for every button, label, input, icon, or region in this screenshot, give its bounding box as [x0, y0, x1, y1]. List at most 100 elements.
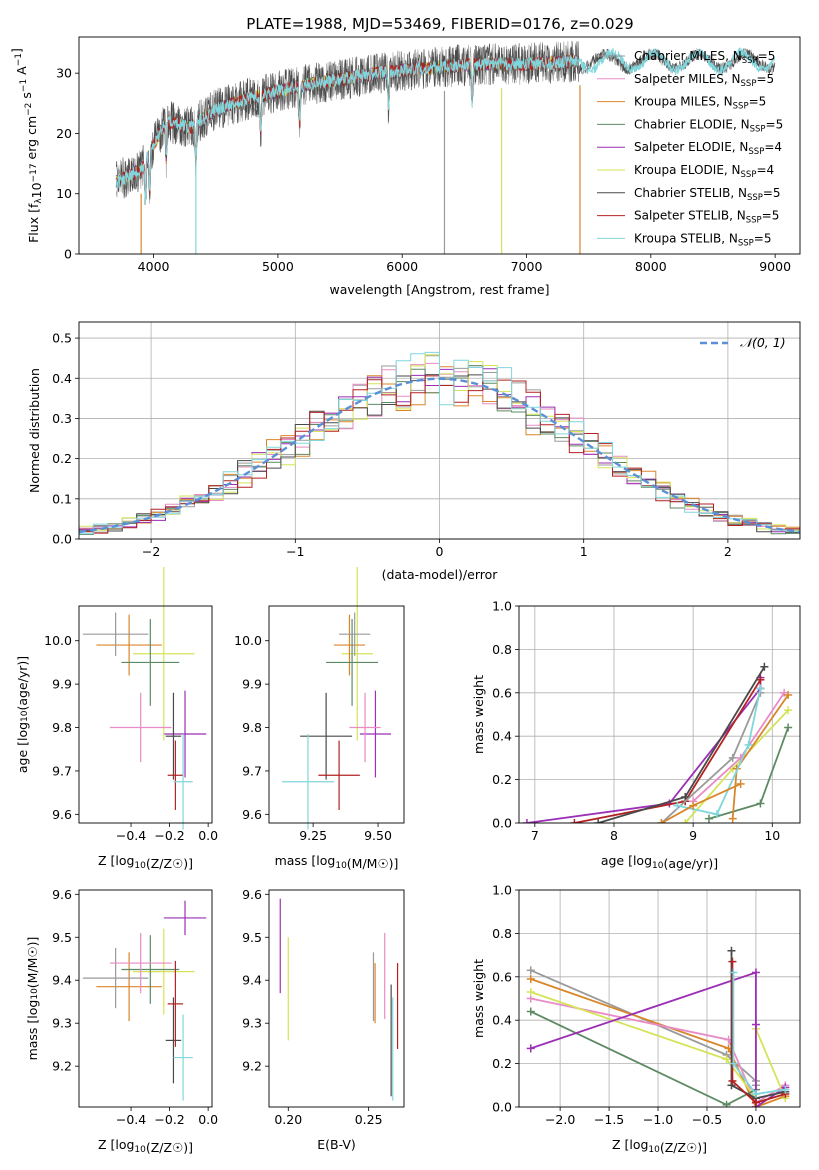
- weight-series: [677, 688, 762, 816]
- y-tick-label: 10.0: [44, 633, 72, 648]
- y-tick-label: 0.0: [492, 1100, 512, 1115]
- x-tick-label: 0.0: [746, 1112, 766, 1127]
- legend-label: Kroupa ELODIE, NSSP=4: [634, 163, 774, 180]
- y-tick-label: 0.2: [492, 772, 512, 787]
- legend-label: Chabrier MILES, NSSP=5: [634, 49, 775, 66]
- x-axis-label: age [log10(age/yr)]: [601, 853, 718, 871]
- y-tick-label: 0.4: [492, 729, 512, 744]
- y-axis-label: age [log10(age/yr)]: [15, 656, 30, 773]
- y-tick-label: 9.5: [52, 930, 72, 945]
- spectrum-group: [115, 40, 776, 254]
- y-tick-label: 30: [56, 66, 72, 81]
- y-tick-label: 0.4: [52, 371, 72, 386]
- legend-label: Chabrier STELIB, NSSP=5: [634, 186, 781, 203]
- x-axis-label: (data-model)/error: [382, 567, 499, 582]
- x-tick-label: 7: [531, 828, 539, 843]
- legend-label: Salpeter STELIB, NSSP=5: [634, 209, 779, 226]
- y-tick-label: 9.6: [52, 887, 72, 902]
- y-tick-label: 0.4: [492, 1013, 512, 1028]
- y-tick-label: 0.0: [52, 532, 72, 547]
- weight-series: [530, 978, 786, 1107]
- weight-series: [731, 961, 786, 1104]
- legend-label: Kroupa STELIB, NSSP=5: [634, 231, 772, 248]
- y-tick-label: 0.2: [492, 1056, 512, 1071]
- y-tick-label: 9.3: [52, 1016, 72, 1031]
- y-tick-label: 9.7: [52, 763, 72, 778]
- y-axis-label: Normed distribution: [27, 368, 42, 493]
- x-tick-label: 9000: [759, 259, 791, 274]
- x-tick-label: 0: [436, 544, 444, 559]
- y-axis-label: Flux [fλ10−17 erg cm−2 s−1 A−1]: [9, 48, 44, 243]
- legend-label: Salpeter MILES, NSSP=5: [634, 72, 774, 89]
- y-axis-label: mass [log10(M/M☉)]: [25, 937, 40, 1061]
- y-tick-label: 9.9: [242, 677, 262, 692]
- y-tick-label: 9.8: [52, 720, 72, 735]
- x-axis-label: Z [log10(Z/Z☉)]: [98, 853, 193, 871]
- x-tick-label: 7000: [511, 259, 543, 274]
- x-tick-label: −0.4: [116, 1112, 146, 1127]
- x-tick-label: 8000: [635, 259, 667, 274]
- y-tick-label: 9.6: [52, 807, 72, 822]
- axes-frame: [78, 889, 213, 1108]
- y-tick-label: 0.1: [52, 491, 72, 506]
- x-axis-label: Z [log10(Z/Z☉)]: [98, 1137, 193, 1155]
- y-tick-label: 9.4: [242, 973, 262, 988]
- weight-series: [526, 677, 762, 823]
- legend-label: Salpeter ELODIE, NSSP=4: [634, 140, 782, 157]
- normal-reference-curve: [79, 377, 800, 534]
- weight-series: [530, 997, 786, 1104]
- axes-frame: [78, 605, 213, 824]
- y-tick-label: 9.5: [242, 930, 262, 945]
- x-tick-label: 10: [764, 828, 780, 843]
- x-tick-label: −2: [142, 544, 160, 559]
- y-tick-label: 0.8: [492, 642, 512, 657]
- x-tick-label: −1.5: [594, 1112, 624, 1127]
- x-tick-label: −2.0: [545, 1112, 575, 1127]
- y-tick-label: 9.9: [52, 677, 72, 692]
- weight-group: [522, 662, 793, 823]
- x-tick-label: −0.2: [154, 828, 184, 843]
- y-tick-label: 10: [56, 186, 72, 201]
- y-tick-label: 10.0: [234, 633, 262, 648]
- x-tick-label: 0.0: [198, 1112, 218, 1127]
- x-tick-label: −1.0: [643, 1112, 673, 1127]
- legend-label: 𝒩(0, 1): [740, 335, 786, 350]
- x-tick-label: −0.4: [116, 828, 146, 843]
- x-axis-label: mass [log10(M/M☉)]: [275, 853, 399, 871]
- y-tick-label: 0.0: [492, 816, 512, 831]
- x-tick-label: −0.2: [154, 1112, 184, 1127]
- axes-frame: [518, 889, 801, 1108]
- y-axis-label: mass weight: [471, 959, 486, 1038]
- x-tick-label: 5000: [262, 259, 294, 274]
- x-tick-label: 1: [580, 544, 588, 559]
- x-tick-label: 2: [724, 544, 732, 559]
- y-tick-label: 0: [64, 247, 72, 262]
- y-tick-label: 9.8: [242, 720, 262, 735]
- histogram-group: [79, 351, 800, 537]
- legend-label: Kroupa MILES, NSSP=5: [634, 95, 766, 112]
- axes-frame: [518, 605, 801, 824]
- y-axis-label: mass weight: [471, 675, 486, 754]
- y-tick-label: 0.6: [492, 969, 512, 984]
- y-tick-label: 1.0: [492, 883, 512, 898]
- x-tick-label: 9: [689, 828, 697, 843]
- x-tick-label: −0.5: [692, 1112, 722, 1127]
- y-tick-label: 9.4: [52, 973, 72, 988]
- x-tick-label: 0.25: [355, 1112, 383, 1127]
- y-tick-label: 1.0: [492, 599, 512, 614]
- y-tick-label: 9.6: [242, 807, 262, 822]
- y-tick-label: 9.7: [242, 763, 262, 778]
- axes-layer: [75, 36, 801, 1111]
- weight-group: [526, 946, 790, 1107]
- grid-layer: [79, 322, 800, 1108]
- x-axis-label: Z [log10(Z/Z☉)]: [612, 1137, 707, 1155]
- y-tick-label: 0.5: [52, 331, 72, 346]
- y-tick-label: 9.2: [52, 1059, 72, 1074]
- axes-frame: [78, 36, 801, 255]
- y-tick-label: 0.6: [492, 685, 512, 700]
- x-tick-label: 0.0: [198, 828, 218, 843]
- y-tick-label: 0.2: [52, 451, 72, 466]
- spectrum-series: [115, 47, 776, 204]
- x-tick-label: 6000: [386, 259, 418, 274]
